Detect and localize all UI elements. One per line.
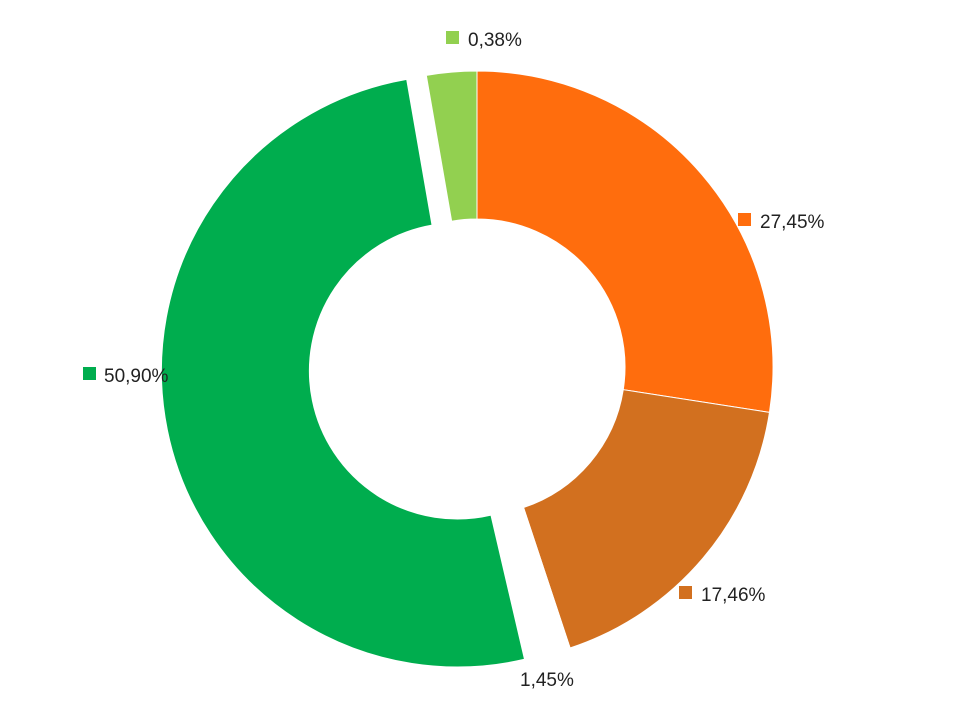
donut-slice-2: [522, 389, 771, 649]
data-label-1: 27,45%: [760, 212, 825, 233]
label-marker-5: [446, 31, 459, 44]
label-marker-1: [738, 213, 751, 226]
donut-slice-4: [160, 78, 526, 668]
data-labels: 27,45% 17,46% 1,45% 50,90% 0,38%: [83, 30, 825, 691]
donut-slice-1: [476, 70, 774, 413]
donut-slices: [160, 70, 774, 668]
data-label-4: 50,90%: [104, 366, 169, 387]
donut-slice-3: [509, 506, 571, 656]
donut-slice-5: [425, 70, 478, 222]
label-marker-4: [83, 367, 96, 380]
label-marker-2: [679, 586, 692, 599]
data-label-3: 1,45%: [520, 670, 574, 691]
data-label-2: 17,46%: [701, 585, 766, 606]
data-label-5: 0,38%: [468, 30, 522, 51]
